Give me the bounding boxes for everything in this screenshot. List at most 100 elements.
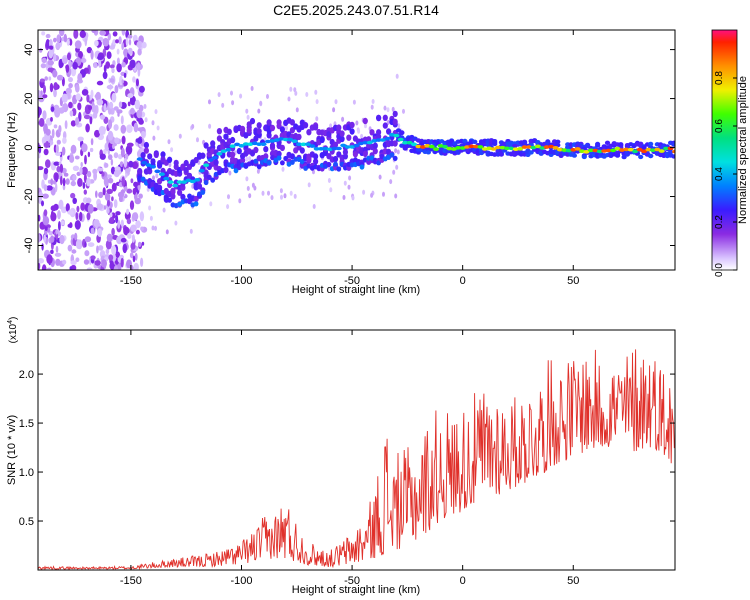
noise-cell [53,53,57,62]
noise-cell [86,267,93,270]
ridge-cell [276,150,282,158]
noise-cell [91,104,97,113]
noise-cell [48,45,54,51]
noise-cell [113,152,119,159]
noise-cell [41,200,44,207]
ridge-cell [249,117,256,125]
ridge-cell [581,154,587,160]
noise-cell [96,245,99,254]
noise-cell [307,182,311,188]
noise-cell [87,203,94,214]
ridge-cell [147,153,153,160]
ridge-peak [158,172,165,176]
ridge-cell [392,118,398,126]
noise-cell [228,170,232,176]
noise-cell [86,94,90,103]
ridge-cell [193,201,199,207]
noise-cell [56,34,61,43]
noise-cell [343,180,347,186]
noise-cell [196,137,199,143]
noise-cell [137,241,142,247]
noise-cell [106,174,112,179]
noise-cell [140,257,144,267]
noise-cell [117,262,122,270]
ridge-cell [280,160,285,166]
noise-cell [131,234,135,243]
noise-cell [47,227,51,233]
noise-cell [68,77,73,83]
x-tick-label: -100 [230,275,252,287]
noise-cell [287,96,291,102]
noise-cell [81,166,88,176]
noise-cell [116,57,120,65]
noise-cell [106,51,112,59]
bottom-axes: -150 -100 -50 0 50 0.5 1.0 1.5 2.0 [19,330,675,587]
ridge-cell [369,129,375,136]
noise-cell [103,205,107,210]
ridge-peak [163,176,170,181]
noise-cell [121,176,125,187]
noise-cell [394,148,398,154]
ridge-peak [300,142,307,147]
x-tick-label: -150 [120,575,142,587]
noise-cell [245,176,249,182]
noise-cell [315,99,319,105]
noise-cell [70,144,77,154]
noise-cell [239,93,243,99]
noise-cell [42,215,50,226]
ridge-peak [265,139,271,144]
top-plot-frame [37,29,676,271]
ridge-cell [140,176,146,182]
noise-cell [189,228,193,234]
noise-cell [127,101,131,107]
noise-cell [106,188,113,195]
x-tick-label: -50 [344,275,360,287]
ridge-peak [565,148,572,153]
noise-cell [44,76,48,81]
noise-cell [117,83,124,88]
ridge-peak [207,158,214,162]
noise-cell [355,120,359,126]
ridge-peak [225,148,232,152]
ridge-cell [289,119,295,126]
noise-cell [41,57,47,64]
noise-cell [352,99,356,105]
ridge-peak [340,143,347,148]
colorbar-tick-label: 0.0 [714,263,725,277]
ridge-peak [362,140,369,145]
noise-cell [270,195,274,201]
noise-cell [121,61,126,68]
noise-cell [69,154,75,163]
ridge-peak [428,144,435,149]
y-tick-label: 40 [23,43,35,55]
ridge-cell [160,151,166,158]
ridge-peak [181,180,187,184]
noise-cell [329,123,333,129]
noise-cell [84,236,92,243]
ridge-cell [296,133,302,141]
noise-cell [383,105,387,111]
noise-cell [60,220,65,226]
noise-cell [96,99,104,106]
ridge-cell [246,127,252,134]
noise-cell [53,82,58,91]
noise-cell [295,107,299,113]
ridge-cell [332,141,339,148]
noise-cell [120,147,125,158]
colorbar-tick-label: 0.8 [714,71,725,85]
ridge-cell [256,164,262,170]
ridge-peak [627,147,634,152]
ridge-peak [610,148,617,153]
noise-cell [77,102,82,111]
noise-cell [245,156,249,162]
ridge-cell [346,134,352,141]
noise-cell [386,120,390,125]
ridge-peak [322,146,329,151]
noise-cell [230,90,233,96]
ridge-cell [313,153,319,160]
noise-cell [86,46,93,54]
noise-cell [44,226,48,231]
noise-cell [83,173,87,184]
noise-cell [83,189,88,195]
